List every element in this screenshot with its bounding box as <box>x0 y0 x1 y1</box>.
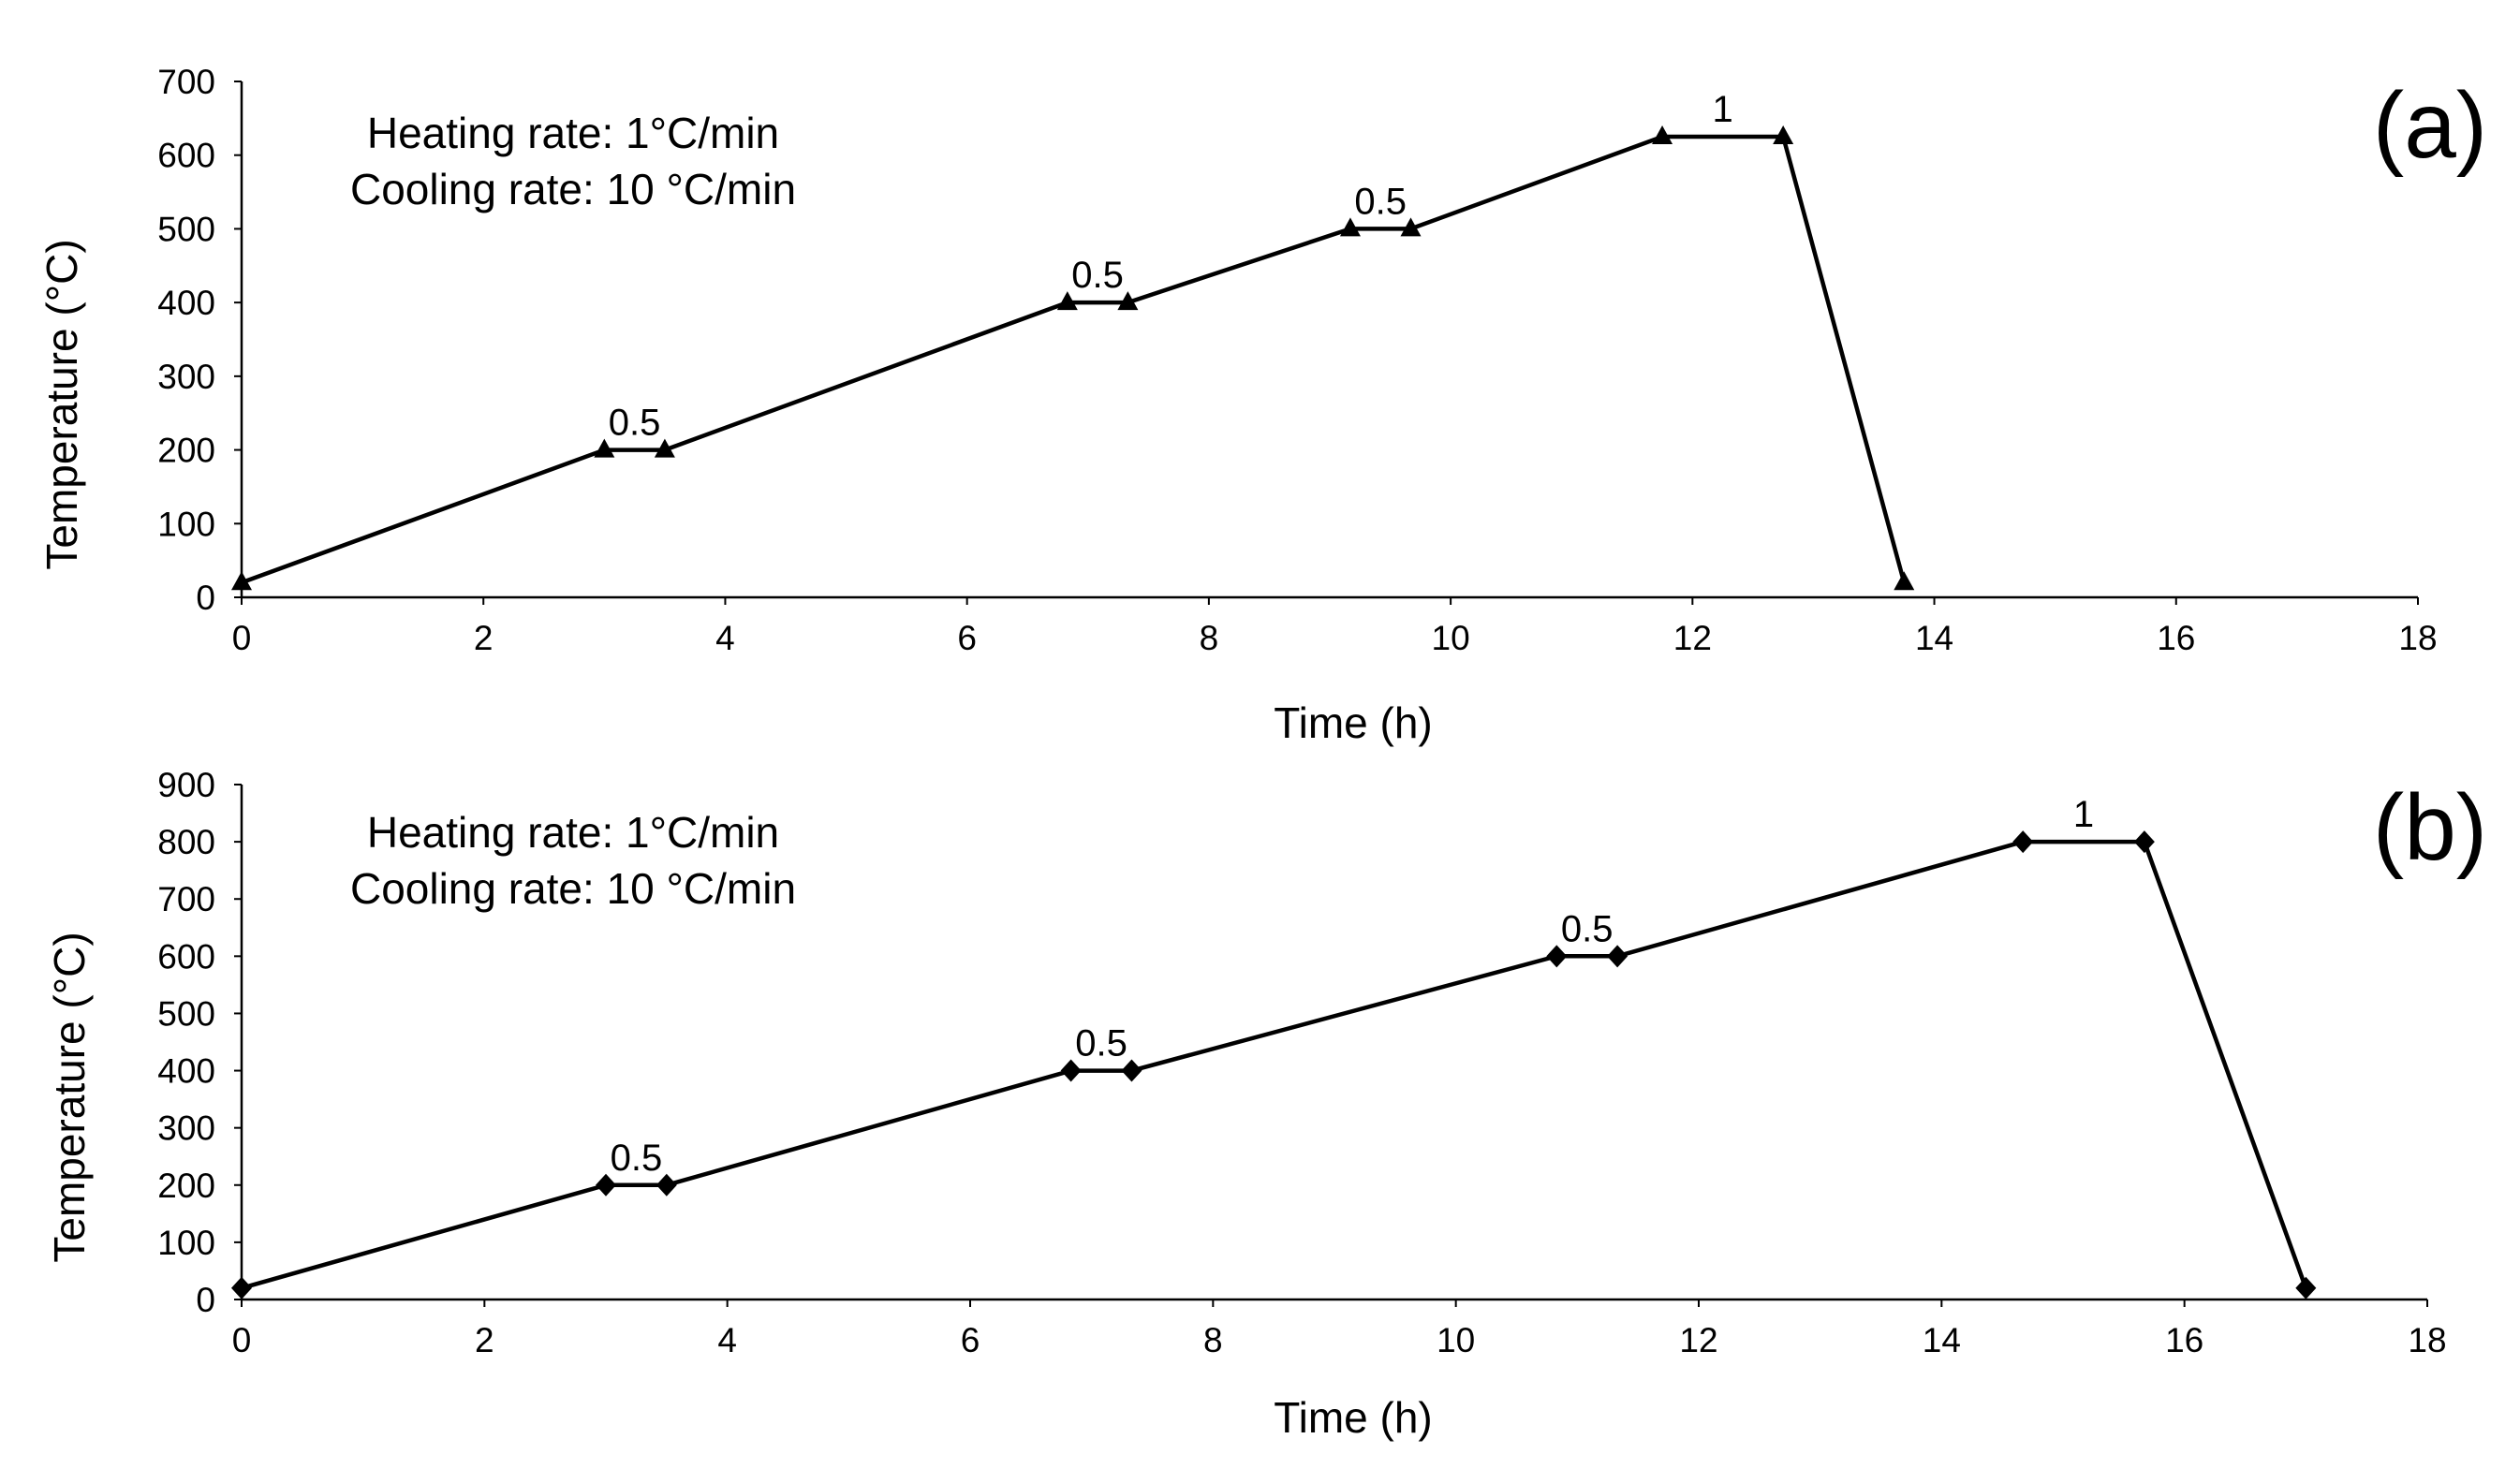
y-tick-label-b: 400 <box>157 1052 215 1091</box>
x-tick-label-a: 8 <box>1200 619 1219 657</box>
data-point-b <box>596 1173 616 1197</box>
x-tick-label-b: 8 <box>1203 1321 1223 1359</box>
cooling-rate-annotation-b: Cooling rate: 10 °C/min <box>350 864 796 913</box>
hold-duration-label-a: 1 <box>1712 89 1732 130</box>
data-point-b <box>1060 1059 1082 1082</box>
data-point-a <box>1894 571 1915 591</box>
y-tick-label-b: 700 <box>157 880 215 918</box>
data-point-b <box>1607 945 1628 968</box>
data-point-b <box>1121 1059 1142 1082</box>
x-tick-label-a: 6 <box>957 619 977 657</box>
y-tick-label-a: 300 <box>157 358 215 396</box>
x-tick-label-b: 16 <box>2165 1321 2203 1359</box>
hold-duration-label-a: 0.5 <box>609 403 661 444</box>
chart-panel-a: Heating rate: 1°C/min Cooling rate: 10 °… <box>37 63 2487 747</box>
data-point-a <box>231 571 252 591</box>
x-tick-label-a: 16 <box>2157 619 2195 657</box>
hold-duration-label-a: 0.5 <box>1354 181 1407 222</box>
data-point-a <box>654 438 675 458</box>
hold-duration-label-b: 0.5 <box>611 1138 663 1179</box>
hold-duration-label-b: 1 <box>2073 794 2094 835</box>
x-tick-label-b: 4 <box>717 1321 737 1359</box>
y-tick-label-b: 600 <box>157 937 215 976</box>
heating-rate-annotation-a: Heating rate: 1°C/min <box>367 109 779 157</box>
data-point-b <box>2012 830 2034 854</box>
y-tick-label-b: 800 <box>157 823 215 861</box>
x-tick-label-a: 2 <box>474 619 494 657</box>
data-point-b <box>231 1276 252 1299</box>
data-point-a <box>1652 125 1673 145</box>
series-line-b <box>241 839 2308 1290</box>
x-tick-label-b: 2 <box>475 1321 494 1359</box>
data-point-b <box>2133 830 2155 854</box>
heating-rate-annotation-b: Heating rate: 1°C/min <box>367 808 779 857</box>
x-tick-label-b: 0 <box>232 1321 252 1359</box>
hold-duration-label-b: 0.5 <box>1075 1023 1127 1065</box>
data-point-a <box>1117 291 1139 311</box>
x-tick-label-a: 14 <box>1915 619 1953 657</box>
y-tick-label-a: 700 <box>157 63 215 101</box>
x-axis-title-b: Time (h) <box>1274 1393 1433 1442</box>
x-tick-label-a: 10 <box>1432 619 1470 657</box>
chart-panel-b: Heating rate: 1°C/min Cooling rate: 10 °… <box>45 766 2487 1442</box>
data-point-a <box>1339 217 1361 237</box>
series-line-a <box>241 134 1907 585</box>
x-tick-label-b: 12 <box>1679 1321 1717 1359</box>
y-tick-label-b: 500 <box>157 994 215 1033</box>
data-point-b <box>656 1173 677 1197</box>
x-tick-label-a: 18 <box>2398 619 2437 657</box>
data-point-a <box>594 438 615 458</box>
y-axis-title-a: Temperature (°C) <box>37 239 86 569</box>
x-tick-label-b: 14 <box>1923 1321 1961 1359</box>
hold-duration-label-b: 0.5 <box>1561 908 1614 949</box>
data-point-a <box>1773 125 1794 145</box>
panel-label-b: (b) <box>2373 775 2487 880</box>
y-tick-label-a: 400 <box>157 284 215 322</box>
panel-label-a: (a) <box>2373 73 2487 178</box>
y-tick-label-b: 900 <box>157 766 215 804</box>
y-tick-label-b: 200 <box>157 1167 215 1205</box>
hold-duration-label-a: 0.5 <box>1071 255 1124 296</box>
x-axis-title-a: Time (h) <box>1274 698 1433 747</box>
x-tick-label-b: 6 <box>961 1321 980 1359</box>
y-tick-label-b: 300 <box>157 1109 215 1148</box>
x-tick-label-b: 18 <box>2408 1321 2446 1359</box>
data-point-b <box>2295 1276 2317 1299</box>
data-point-a <box>1056 291 1078 311</box>
x-tick-label-a: 0 <box>232 619 252 657</box>
cooling-rate-annotation-a: Cooling rate: 10 °C/min <box>350 165 796 213</box>
y-tick-label-b: 100 <box>157 1224 215 1262</box>
y-tick-label-a: 100 <box>157 505 215 543</box>
x-tick-label-a: 12 <box>1673 619 1712 657</box>
y-tick-label-a: 200 <box>157 432 215 470</box>
x-tick-label-b: 10 <box>1437 1321 1475 1359</box>
x-tick-label-a: 4 <box>715 619 735 657</box>
data-point-a <box>1400 217 1422 237</box>
y-tick-label-a: 600 <box>157 137 215 175</box>
y-tick-label-a: 500 <box>157 210 215 248</box>
y-tick-label-b: 0 <box>196 1281 215 1319</box>
y-tick-label-a: 0 <box>196 579 215 617</box>
data-point-b <box>1546 945 1568 968</box>
y-axis-title-b: Temperature (°C) <box>45 932 94 1262</box>
